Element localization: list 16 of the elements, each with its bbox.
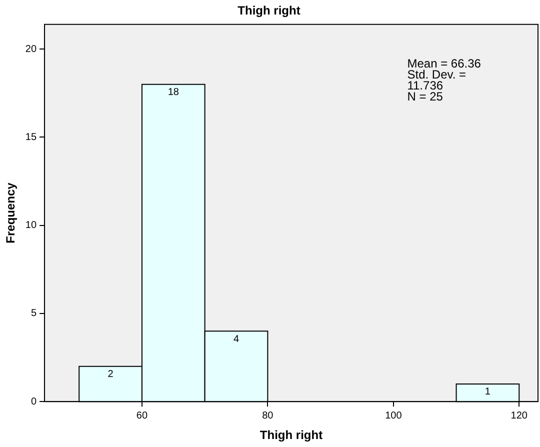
x-tick-label: 120 bbox=[510, 410, 528, 422]
y-tick-label: 0 bbox=[30, 396, 37, 408]
data-label: 1 bbox=[484, 386, 491, 398]
y-axis-title: Frequency bbox=[4, 182, 18, 244]
data-label: 18 bbox=[168, 87, 180, 98]
x-tick-label: 100 bbox=[385, 410, 402, 422]
y-tick-label: 5 bbox=[30, 308, 37, 320]
data-label: 4 bbox=[233, 334, 240, 345]
x-tick-label: 60 bbox=[136, 410, 148, 422]
y-tick-label: 10 bbox=[25, 220, 37, 232]
x-tick-label: 80 bbox=[262, 410, 274, 422]
data-label: 2 bbox=[108, 369, 114, 380]
y-tick-label: 20 bbox=[25, 44, 37, 55]
y-tick-label: 15 bbox=[25, 132, 37, 143]
chart-title: Thigh right bbox=[238, 4, 300, 18]
x-axis-title: Thigh right bbox=[260, 428, 323, 442]
